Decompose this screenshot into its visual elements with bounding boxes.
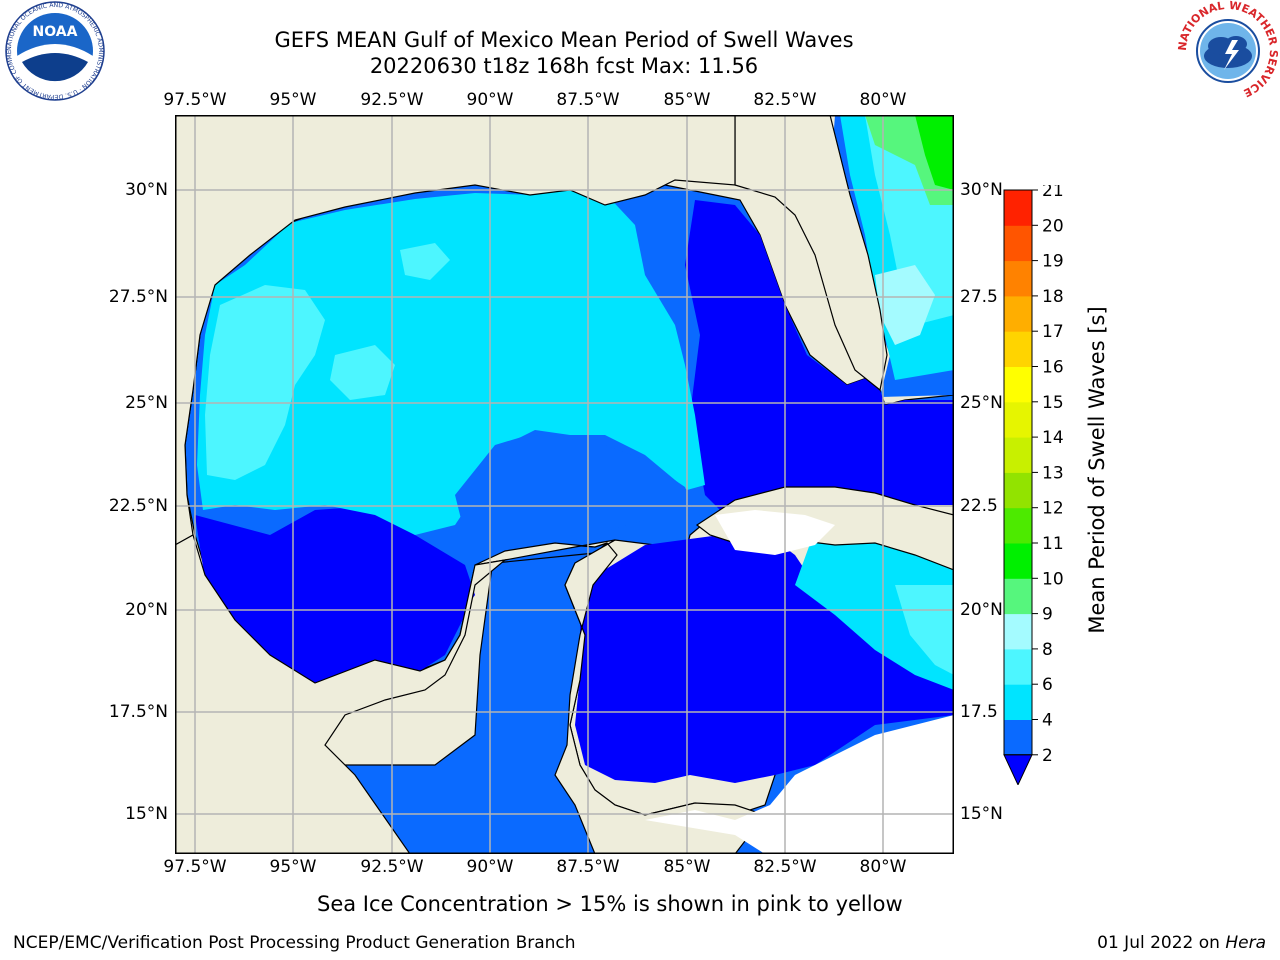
lon-tick-bottom: 97.5°W: [163, 857, 227, 877]
lon-tick-bottom: 80°W: [859, 857, 907, 877]
us-gulf-coast-land: [175, 115, 736, 546]
colorbar-segment: [1004, 366, 1032, 403]
lat-tick-left: 22.5°N: [108, 496, 168, 516]
colorbar-segment: [1004, 225, 1032, 262]
colorbar-tick-label: 16: [1042, 358, 1064, 378]
colorbar-segment: [1004, 613, 1032, 650]
lat-tick-right: 27.5: [960, 287, 998, 307]
bay-of-campeche-swell-under-2: [205, 530, 465, 683]
footer-host: Hera: [1225, 933, 1266, 953]
lat-tick-left: 25°N: [125, 393, 168, 413]
lat-tick-right: 22.5: [960, 496, 998, 516]
lon-tick-bottom: 92.5°W: [360, 857, 424, 877]
gulf-swell-6-8-west: [205, 285, 325, 480]
colorbar-tick-label: 19: [1042, 252, 1064, 272]
colorbar-tick-label: 10: [1042, 569, 1064, 589]
colorbar-segment: [1004, 437, 1032, 473]
lat-tick-left: 15°N: [125, 804, 168, 824]
lat-tick-right: 25°N: [960, 393, 1003, 413]
colorbar-segment: [1004, 472, 1032, 509]
lat-tick-right: 15°N: [960, 804, 1003, 824]
colorbar-segment: [1004, 507, 1032, 544]
colorbar-segment: [1004, 719, 1032, 756]
caribbean-swell-under-2: [575, 535, 954, 783]
colorbar-label: Mean Period of Swell Waves [s]: [1085, 306, 1109, 634]
gulf-swell-under-2-east: [685, 200, 954, 510]
gulf-swell-2-4-central: [455, 433, 695, 575]
footer-date: 01 Jul 2022 on: [1097, 933, 1220, 953]
colorbar-segment: [1004, 190, 1032, 226]
colorbar-tick-label: 8: [1042, 640, 1053, 660]
caribbean-swell-4-6: [795, 525, 954, 690]
atlantic-swell-8-9: [875, 265, 935, 345]
gulf-swell-6-8-central: [330, 345, 395, 400]
lon-tick-top: 85°W: [663, 90, 711, 110]
lon-tick-top: 82.5°W: [753, 90, 817, 110]
colorbar-under-arrow: [1003, 754, 1033, 785]
colorbar-tick-label: 6: [1042, 675, 1053, 695]
footer-right: 01 Jul 2022 on Hera: [1097, 933, 1266, 953]
colorbar-tick-label: 17: [1042, 322, 1064, 342]
colorbar-segment: [1004, 260, 1032, 297]
colorbar-tick-label: 14: [1042, 428, 1064, 448]
colorbar: 2 4 6 8 9 10 11 12 13 14 15 16 17 18 19 20 21: [1003, 185, 1064, 785]
lon-tick-top: 87.5°W: [556, 90, 620, 110]
lat-tick-right: 20°N: [960, 600, 1003, 620]
colorbar-segment: [1004, 295, 1032, 332]
footer-left: NCEP/EMC/Verification Post Processing Pr…: [13, 933, 576, 953]
colorbar-tick-label: 2: [1042, 746, 1053, 766]
lon-tick-bottom: 82.5°W: [753, 857, 817, 877]
chart-subtitle: 20220630 t18z 168h fcst Max: 11.56: [369, 54, 759, 78]
lon-tick-bottom: 85°W: [663, 857, 711, 877]
noaa-logo-text: NOAA: [33, 24, 78, 40]
colorbar-tick-label: 15: [1042, 393, 1064, 413]
caribbean-swell-6-8: [895, 585, 954, 675]
lat-tick-right: 30°N: [960, 180, 1003, 200]
colorbar-tick-label: 11: [1042, 534, 1064, 554]
colorbar-tick-label: 13: [1042, 463, 1064, 483]
lat-tick-right: 17.5: [960, 702, 998, 722]
colorbar-segment: [1004, 331, 1032, 367]
lat-tick-left: 27.5°N: [108, 287, 168, 307]
atlantic-swell-10-11: [915, 115, 954, 190]
colorbar-tick-label: 18: [1042, 287, 1064, 307]
cuba-coast-no-data: [715, 510, 835, 555]
chart-title: GEFS MEAN Gulf of Mexico Mean Period of …: [274, 28, 854, 52]
colorbar-tick-label: 4: [1042, 711, 1053, 731]
lon-tick-top: 80°W: [859, 90, 907, 110]
gulf-swell-6-8-north: [400, 243, 450, 280]
lon-tick-top: 95°W: [269, 90, 317, 110]
lat-tick-left: 20°N: [125, 600, 168, 620]
lon-tick-bottom: 90°W: [466, 857, 514, 877]
colorbar-tick-label: 12: [1042, 499, 1064, 519]
map-gridlines: [175, 115, 954, 854]
colorbar-tick-label: 20: [1042, 216, 1064, 236]
lon-tick-bottom: 95°W: [269, 857, 317, 877]
colorbar-tick-label: 21: [1042, 185, 1064, 201]
colorbar-tick-label: 9: [1042, 605, 1053, 625]
caribbean-no-data: [645, 715, 954, 854]
colorbar-segment: [1004, 401, 1032, 438]
colorbar-segment: [1004, 543, 1032, 579]
noaa-logo: NATIONAL OCEANIC AND ATMOSPHERIC ADMINIS…: [4, 0, 105, 101]
lon-tick-bottom: 87.5°W: [556, 857, 620, 877]
map-panel: [175, 115, 954, 854]
nws-logo: NATIONAL WEATHER SERVICE: [1177, 0, 1279, 100]
lon-tick-top: 97.5°W: [163, 90, 227, 110]
lon-tick-top: 90°W: [466, 90, 514, 110]
colorbar-segment: [1004, 648, 1032, 685]
colorbar-segment: [1004, 684, 1032, 720]
sea-ice-caption: Sea Ice Concentration > 15% is shown in …: [317, 892, 903, 916]
lat-tick-left: 17.5°N: [108, 702, 168, 722]
lat-tick-left: 30°N: [125, 180, 168, 200]
colorbar-segment: [1004, 578, 1032, 615]
lon-tick-top: 92.5°W: [360, 90, 424, 110]
map-frame: [175, 115, 954, 854]
gulf-swell-4-6: [197, 185, 705, 535]
